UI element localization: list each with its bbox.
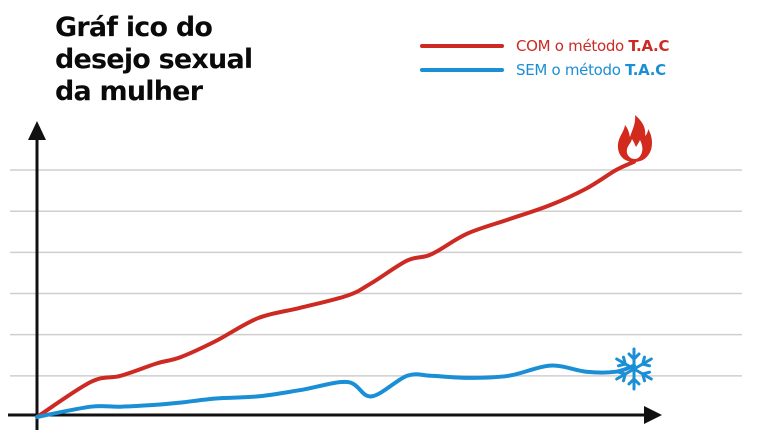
chart-legend: COM o método T.A.C SEM o método T.A.C bbox=[420, 34, 760, 82]
series-line-com bbox=[35, 159, 636, 419]
legend-item-sem: SEM o método T.A.C bbox=[420, 58, 760, 82]
legend-label-com-plain: COM o método bbox=[516, 37, 624, 55]
legend-label-com: COM o método T.A.C bbox=[516, 37, 669, 55]
chart-title-line-1: Gráf ico do bbox=[55, 12, 213, 43]
chart-title-line-3: da mulher bbox=[55, 76, 203, 107]
x-axis-arrow bbox=[644, 406, 662, 424]
chart-title-line-2: desejo sexual bbox=[55, 44, 253, 75]
legend-label-com-bold: T.A.C bbox=[628, 37, 670, 55]
series-line-sem bbox=[35, 363, 636, 419]
legend-label-sem-bold: T.A.C bbox=[625, 61, 666, 79]
gridlines bbox=[10, 169, 742, 377]
chart-title: Gráf ico do desejo sexual da mulher bbox=[55, 12, 355, 108]
snowflake-icon bbox=[615, 347, 653, 391]
y-axis-arrow bbox=[28, 121, 46, 140]
legend-item-com: COM o método T.A.C bbox=[420, 34, 760, 58]
legend-swatch-sem bbox=[420, 68, 504, 72]
legend-label-sem: SEM o método T.A.C bbox=[516, 61, 666, 79]
fire-icon bbox=[617, 115, 652, 162]
legend-swatch-com bbox=[420, 44, 504, 48]
axes bbox=[8, 121, 662, 430]
legend-label-sem-plain: SEM o método bbox=[516, 61, 621, 79]
series-lines bbox=[35, 159, 636, 419]
